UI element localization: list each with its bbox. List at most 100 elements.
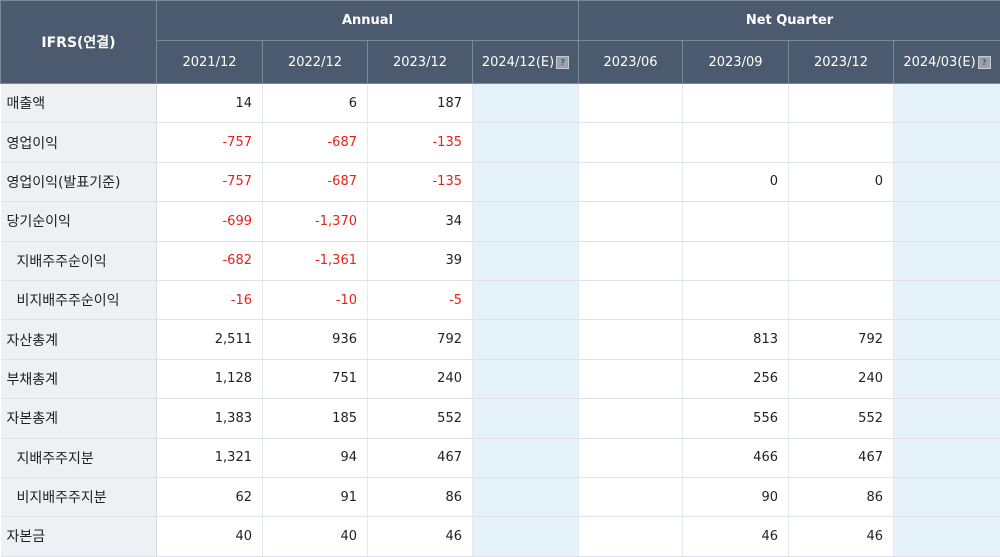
table-cell: 751 xyxy=(263,359,368,398)
table-cell: 1,383 xyxy=(157,399,263,438)
table-cell xyxy=(579,162,683,201)
table-cell xyxy=(473,359,579,398)
table-cell xyxy=(473,84,579,123)
table-cell xyxy=(683,84,789,123)
table-cell xyxy=(473,280,579,319)
table-cell: 552 xyxy=(789,399,894,438)
table-cell: 0 xyxy=(789,162,894,201)
table-cell: 467 xyxy=(368,438,473,477)
table-cell: 34 xyxy=(368,202,473,241)
col-header-label: 2024/03(E) xyxy=(903,55,975,70)
table-cell xyxy=(683,280,789,319)
row-label[interactable]: 자산총계 xyxy=(1,320,157,359)
row-label[interactable]: 지배주주지분 xyxy=(1,438,157,477)
row-label[interactable]: 자본총계 xyxy=(1,399,157,438)
corner-header: IFRS(연결) xyxy=(1,1,157,84)
col-header-estimate[interactable]: 2024/12(E)? xyxy=(473,41,579,84)
table-cell xyxy=(894,162,1000,201)
table-cell xyxy=(789,202,894,241)
help-icon[interactable]: ? xyxy=(978,56,991,69)
table-cell: -699 xyxy=(157,202,263,241)
table-cell: 46 xyxy=(683,517,789,556)
table-cell: 91 xyxy=(263,477,368,516)
table-cell xyxy=(894,84,1000,123)
table-cell xyxy=(894,359,1000,398)
table-cell xyxy=(579,84,683,123)
row-label[interactable]: 부채총계 xyxy=(1,359,157,398)
table-row: 비지배주주순이익-16-10-5 xyxy=(1,280,1000,319)
col-header[interactable]: 2023/12 xyxy=(789,41,894,84)
table-row: 영업이익-757-687-135 xyxy=(1,123,1000,162)
table-cell: -135 xyxy=(368,123,473,162)
row-label[interactable]: 영업이익 xyxy=(1,123,157,162)
table-cell: 2,511 xyxy=(157,320,263,359)
table-cell: 552 xyxy=(368,399,473,438)
col-header-estimate[interactable]: 2024/03(E)? xyxy=(894,41,1000,84)
quarter-group-header: Net Quarter xyxy=(579,1,1000,41)
table-cell: 792 xyxy=(368,320,473,359)
table-cell: 187 xyxy=(368,84,473,123)
row-label[interactable]: 매출액 xyxy=(1,84,157,123)
table-cell: -687 xyxy=(263,162,368,201)
row-label[interactable]: 지배주주순이익 xyxy=(1,241,157,280)
row-label[interactable]: 비지배주주순이익 xyxy=(1,280,157,319)
table-cell: -1,361 xyxy=(263,241,368,280)
col-header[interactable]: 2023/09 xyxy=(683,41,789,84)
table-cell xyxy=(683,123,789,162)
table-cell xyxy=(894,123,1000,162)
table-cell: 90 xyxy=(683,477,789,516)
col-header[interactable]: 2023/06 xyxy=(579,41,683,84)
table-cell: 1,128 xyxy=(157,359,263,398)
table-cell xyxy=(579,241,683,280)
table-cell: 86 xyxy=(368,477,473,516)
table-cell xyxy=(789,84,894,123)
row-label[interactable]: 자본금 xyxy=(1,517,157,556)
table-cell xyxy=(894,241,1000,280)
table-cell xyxy=(894,280,1000,319)
col-header[interactable]: 2021/12 xyxy=(157,41,263,84)
table-cell: 46 xyxy=(368,517,473,556)
table-cell: 94 xyxy=(263,438,368,477)
table-cell xyxy=(683,202,789,241)
table-cell xyxy=(683,241,789,280)
table-cell xyxy=(579,517,683,556)
help-icon[interactable]: ? xyxy=(556,56,569,69)
table-cell xyxy=(894,477,1000,516)
table-cell xyxy=(473,399,579,438)
row-label[interactable]: 영업이익(발표기준) xyxy=(1,162,157,201)
table-cell: -10 xyxy=(263,280,368,319)
table-cell: 46 xyxy=(789,517,894,556)
table-cell: 185 xyxy=(263,399,368,438)
table-cell xyxy=(894,399,1000,438)
col-header-label: 2024/12(E) xyxy=(482,55,554,70)
table-cell xyxy=(473,202,579,241)
table-cell xyxy=(473,162,579,201)
table-cell: -757 xyxy=(157,162,263,201)
table-cell: -1,370 xyxy=(263,202,368,241)
row-label[interactable]: 당기순이익 xyxy=(1,202,157,241)
table-cell: -687 xyxy=(263,123,368,162)
table-cell: 256 xyxy=(683,359,789,398)
table-cell: 467 xyxy=(789,438,894,477)
table-cell xyxy=(579,438,683,477)
table-cell: 466 xyxy=(683,438,789,477)
table-cell: 86 xyxy=(789,477,894,516)
table-cell xyxy=(579,123,683,162)
col-header[interactable]: 2023/12 xyxy=(368,41,473,84)
table-cell: 6 xyxy=(263,84,368,123)
table-cell xyxy=(579,202,683,241)
table-cell xyxy=(894,438,1000,477)
table-cell: 240 xyxy=(789,359,894,398)
table-cell xyxy=(789,280,894,319)
table-cell: -135 xyxy=(368,162,473,201)
col-header[interactable]: 2022/12 xyxy=(263,41,368,84)
table-cell xyxy=(894,202,1000,241)
row-label[interactable]: 비지배주주지분 xyxy=(1,477,157,516)
